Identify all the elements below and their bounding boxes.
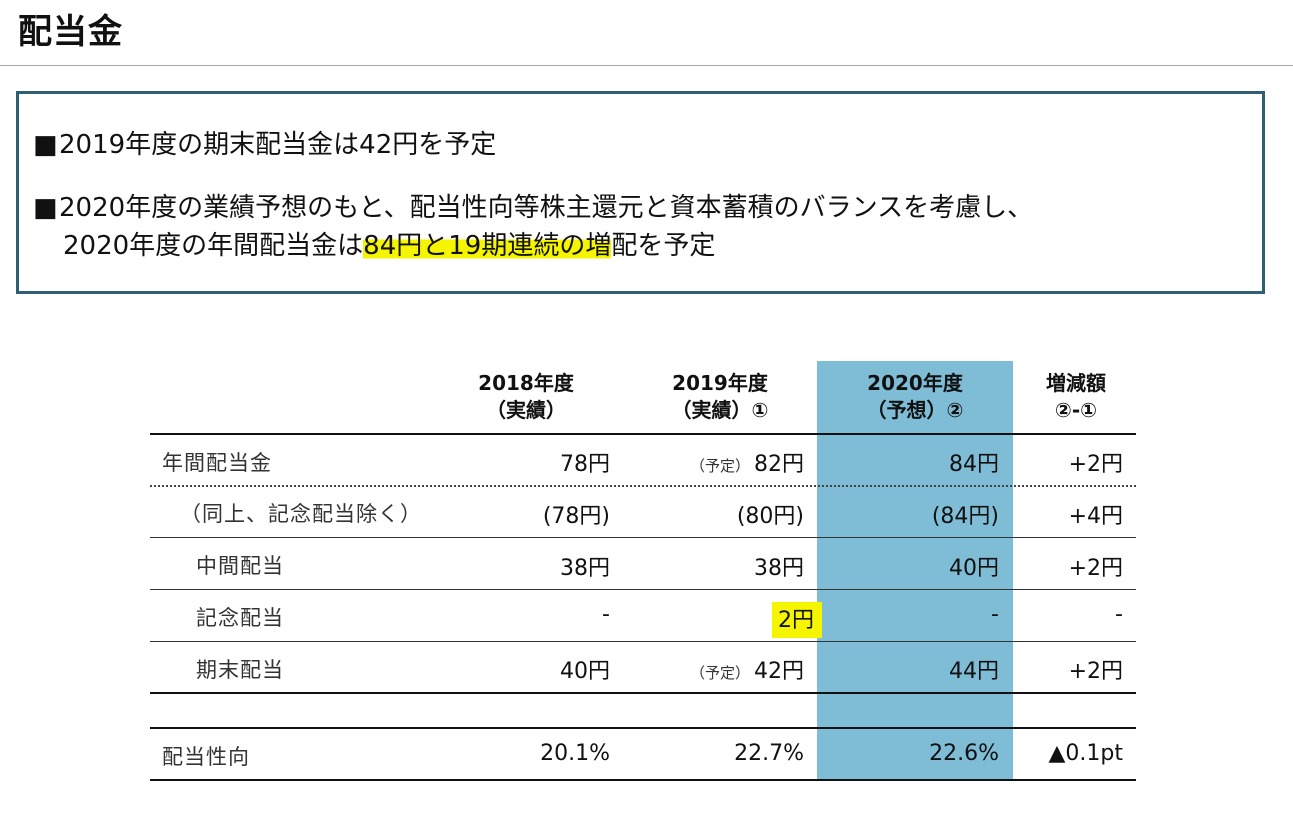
cell-excl-2019: (80円) (736, 504, 804, 529)
header-diff: 増減額 ②-① (1017, 370, 1135, 424)
cell-annual-2020: 84円 (949, 452, 999, 477)
row-divider (150, 537, 1136, 538)
row-label-payout: 配当性向 (162, 745, 250, 769)
highlighted-value: 2円 (772, 602, 822, 638)
square-bullet-icon: ■ (33, 193, 58, 223)
header-diff-title: 増減額 (1046, 371, 1106, 395)
cell-excl-diff: +4円 (1068, 504, 1123, 529)
cell-year-end-2019-value: 42円 (754, 659, 804, 684)
planned-note: （予定） (689, 457, 750, 475)
header-2020-sub: （予想）② (866, 398, 964, 422)
header-2019-year: 2019年度 (672, 371, 768, 395)
header-2018: 2018年度 （実績） (431, 370, 621, 424)
row-label-commemorative: 記念配当 (196, 606, 284, 630)
row-label-annual: 年間配当金 (162, 451, 272, 475)
cell-commemorative-2018: - (602, 602, 610, 627)
table-bottom-rule (150, 692, 1136, 694)
highlighted-text: 84円と19期連続の増 (363, 231, 612, 261)
cell-interim-2018: 38円 (560, 556, 610, 581)
cell-annual-2019-value: 82円 (754, 452, 804, 477)
summary-bullet-1: ■2019年度の期末配当金は42円を予定 (33, 126, 496, 164)
planned-note: （予定） (689, 664, 750, 682)
payout-bottom-rule (150, 779, 1136, 781)
row-label-year-end: 期末配当 (196, 658, 284, 682)
summary-bullet-2: ■2020年度の業績予想のもと、配当性向等株主還元と資本蓄積のバランスを考慮し、… (33, 189, 1033, 265)
cell-payout-2019: 22.7% (734, 741, 804, 766)
cell-commemorative-2020: - (991, 602, 999, 627)
cell-annual-2019: （予定） 82円 (690, 446, 804, 478)
cell-interim-2020: 40円 (949, 556, 999, 581)
row-divider (150, 589, 1136, 590)
cell-annual-diff: +2円 (1068, 452, 1123, 477)
bullet-2-text-pre: 2020年度の年間配当金は (63, 231, 364, 261)
cell-commemorative-diff: - (1115, 602, 1123, 627)
cell-annual-2018: 78円 (560, 452, 610, 477)
header-2019: 2019年度 （実績）① (625, 370, 815, 424)
cell-year-end-2020: 44円 (949, 659, 999, 684)
header-2019-sub: （実績）① (671, 398, 769, 422)
bullet-2-line-2: 2020年度の年間配当金は84円と19期連続の増配を予定 (33, 227, 1033, 265)
cell-interim-2019: 38円 (754, 556, 804, 581)
summary-box: ■2019年度の期末配当金は42円を予定 ■2020年度の業績予想のもと、配当性… (16, 91, 1265, 294)
title-divider (0, 65, 1293, 66)
bullet-2-line-1: 2020年度の業績予想のもと、配当性向等株主還元と資本蓄積のバランスを考慮し、 (59, 193, 1034, 223)
cell-year-end-2019: （予定） 42円 (690, 653, 804, 685)
row-label-interim: 中間配当 (196, 554, 284, 578)
header-2018-sub: （実績） (486, 398, 566, 422)
cell-year-end-diff: +2円 (1068, 659, 1123, 684)
row-divider (150, 641, 1136, 642)
cell-excl-2020: (84円) (931, 504, 999, 529)
header-2018-year: 2018年度 (478, 371, 574, 395)
header-2020-year: 2020年度 (867, 371, 963, 395)
cell-interim-diff: +2円 (1068, 556, 1123, 581)
cell-payout-2018: 20.1% (540, 741, 610, 766)
header-diff-sub: ②-① (1054, 398, 1098, 422)
cell-year-end-2018: 40円 (560, 659, 610, 684)
payout-top-rule (150, 727, 1136, 729)
bullet-1-text: 2019年度の期末配当金は42円を予定 (59, 130, 497, 160)
header-rule (150, 433, 1136, 435)
row-label-excl-commemorative: （同上、記念配当除く） (180, 502, 422, 526)
square-bullet-icon: ■ (33, 130, 58, 160)
forecast-column-highlight (817, 361, 1013, 779)
page-title: 配当金 (18, 12, 123, 52)
cell-payout-2020: 22.6% (929, 741, 999, 766)
dividend-table: 2018年度 （実績） 2019年度 （実績）① 2020年度 （予想）② 増減… (150, 361, 1136, 781)
row-divider-dotted (150, 485, 1136, 487)
cell-excl-2018: (78円) (542, 504, 610, 529)
cell-payout-diff: ▲0.1pt (1048, 741, 1124, 766)
cell-commemorative-2019: 2円 (772, 602, 822, 638)
header-2020: 2020年度 （予想）② (820, 370, 1010, 424)
bullet-2-text-post: 配を予定 (611, 231, 716, 261)
